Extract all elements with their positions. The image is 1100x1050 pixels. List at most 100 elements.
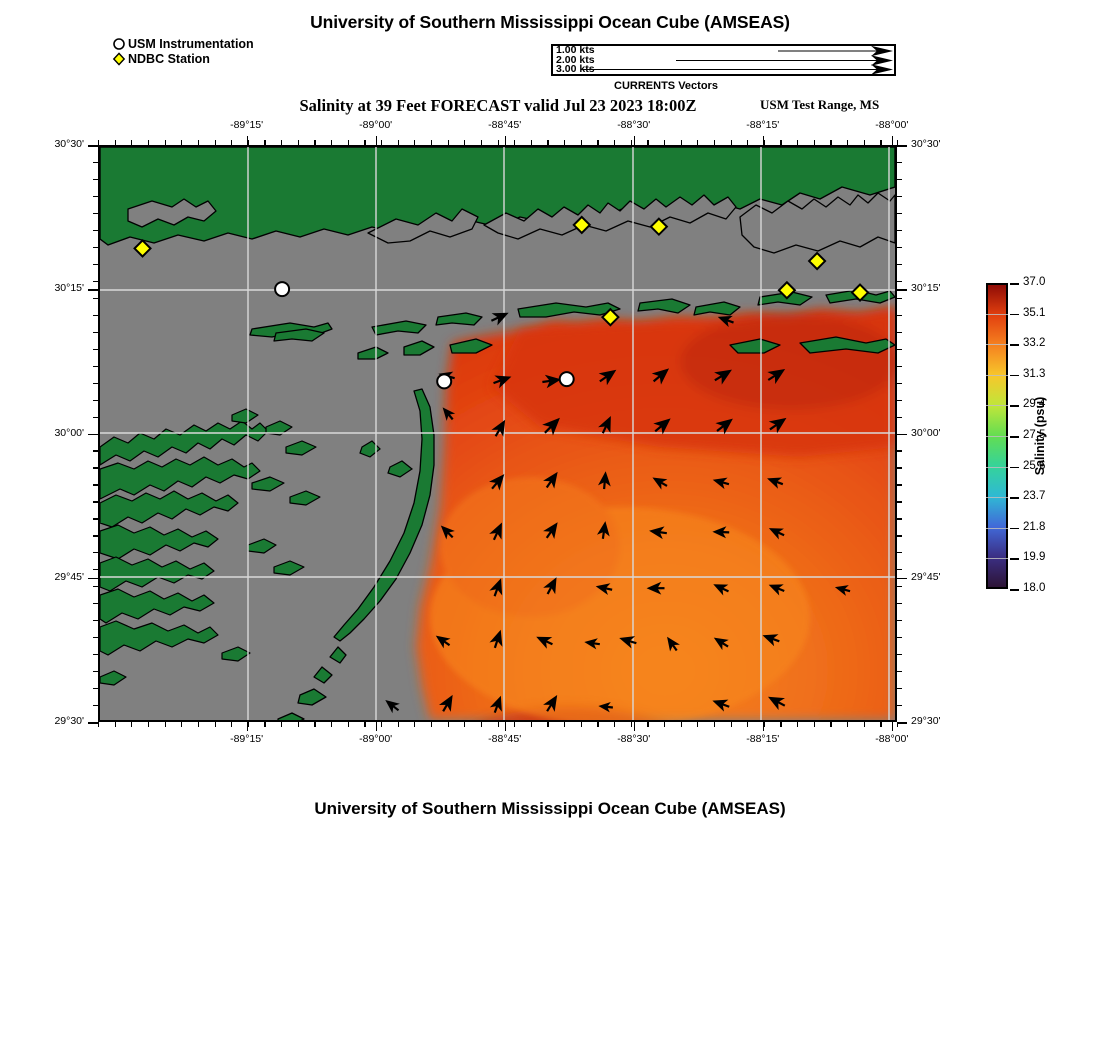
axis-tick [680,140,682,145]
axis-tick [88,433,98,436]
current-vector [651,368,670,385]
page-title: University of Southern Mississippi Ocean… [310,12,790,32]
axis-tick [93,654,98,656]
axis-tick [93,212,98,215]
ndbc-station-marker[interactable] [777,280,797,300]
current-vector [584,638,600,650]
axis-tick [164,140,166,145]
axis-tick [863,722,865,727]
ndbc-station-marker[interactable] [649,217,669,237]
current-vector [543,522,558,539]
usm-instrumentation-marker[interactable] [558,371,575,388]
ndbc-station-marker[interactable] [600,307,620,327]
current-vector [713,637,729,651]
colorbar-tick-label: 19.9 [1023,551,1046,564]
colorbar-tick [1010,405,1019,407]
axis-tick [897,365,902,367]
colorbar-tick [1010,283,1019,285]
axis-tick [897,501,902,503]
colorbar-segment-line [986,374,1008,376]
axis-tick-label: -89°00' [359,733,393,745]
axis-tick [630,722,632,727]
current-vector [598,369,617,386]
axis-tick [197,722,200,727]
usm-instrumentation-marker[interactable] [436,373,453,390]
axis-tick [897,416,902,418]
current-vector [489,629,503,649]
ndbc-station-marker[interactable] [572,215,592,235]
axis-tick [633,136,636,145]
axis-tick [830,722,832,727]
axis-tick [414,722,416,727]
colorbar-tick [1010,466,1019,469]
colorbar-tick-label: 35.1 [1023,306,1046,319]
axis-tick [897,535,902,537]
axis-tick [447,140,449,145]
axis-tick [897,289,907,291]
axis-tick [547,140,549,145]
axis-tick-label: -88°45' [488,119,522,131]
current-vector [385,699,400,714]
axis-tick [897,467,902,469]
map-plot-area[interactable] [98,145,897,722]
ndbc-station-marker[interactable] [807,251,827,271]
axis-tick [897,263,902,265]
current-vector [542,374,562,389]
axis-tick [93,229,98,232]
axis-tick [747,722,749,727]
axis-tick [464,140,466,145]
colorbar-tick-label: 31.3 [1023,367,1046,380]
axis-tick [663,722,666,727]
current-vector [768,584,785,596]
station-marker-layer [133,215,870,390]
ndbc-station-marker[interactable] [133,239,152,258]
axis-tick [331,140,333,145]
axis-tick [647,140,649,145]
colorbar-tick-label: 27.5 [1023,429,1046,441]
axis-tick [897,314,902,316]
current-vector [667,636,680,652]
colorbar-segment-line [986,497,1008,499]
axis-tick [380,722,383,727]
usm-instrumentation-marker[interactable] [274,281,291,298]
axis-tick [780,140,782,145]
ndbc-station-marker[interactable] [850,283,870,302]
axis-tick [93,246,98,248]
current-vector [649,526,667,540]
current-vector [598,471,611,490]
axis-tick [93,705,98,707]
axis-tick [131,722,133,727]
axis-tick [564,722,566,727]
vector-scale-label-1: 1.00 kts [556,44,595,56]
axis-tick [231,140,233,145]
axis-tick [763,140,766,145]
current-vector [491,419,506,437]
axis-tick-label: -88°00' [875,119,909,131]
colorbar-tick-label: 18.0 [1023,582,1046,594]
current-vector [435,635,451,649]
axis-tick [247,140,249,145]
colorbar-segment-line [986,436,1008,437]
axis-tick [597,140,599,145]
colorbar-tick [1010,558,1019,560]
current-vector [767,696,786,711]
axis-tick [897,195,902,198]
axis-tick [88,722,98,724]
colorbar-tick-label: 21.8 [1023,520,1046,533]
axis-tick [93,331,98,333]
current-vector [596,521,610,539]
axis-tick [93,280,98,282]
colorbar-segment-line [986,405,1008,407]
salinity-low-patch [430,477,810,720]
axis-tick [464,722,466,727]
axis-tick [197,140,200,145]
axis-tick [380,140,383,145]
current-vector [543,695,558,712]
legend-label-ndbc: NDBC Station [128,51,210,66]
colorbar-tick-label: 29.4 [1023,398,1046,411]
axis-tick [897,722,907,724]
colorbar-segment-line [986,344,1008,346]
axis-tick [597,722,599,727]
axis-tick [504,136,507,145]
chandeleur-arc [277,388,435,720]
